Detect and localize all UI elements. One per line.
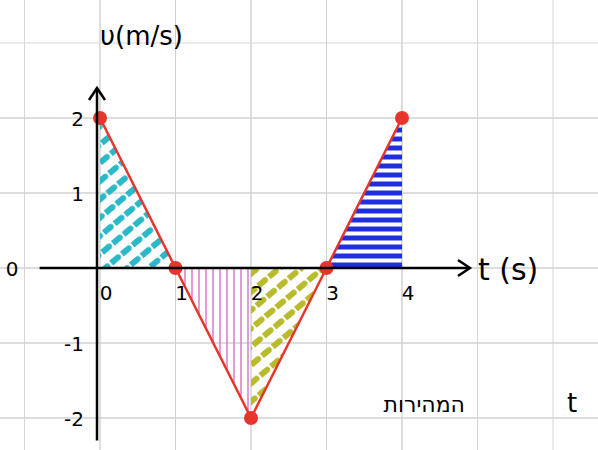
paper-grid xyxy=(0,0,598,450)
y-axis xyxy=(96,88,99,441)
x-tick-label: 0 xyxy=(100,281,113,305)
paper-grid-line xyxy=(0,418,598,419)
y-tick-label: -2 xyxy=(64,407,84,431)
y-tick-label: 2 xyxy=(71,107,84,131)
point xyxy=(395,111,409,125)
paper-grid-line xyxy=(24,0,25,450)
y-tick-label: 0 xyxy=(6,257,19,281)
grid-line-y xyxy=(0,118,598,119)
x-tick-label: 2 xyxy=(251,281,264,305)
x-tick-label: 1 xyxy=(175,281,188,305)
grid-line-y xyxy=(0,418,598,419)
paper-grid-line xyxy=(326,0,327,450)
grid-line-x xyxy=(175,0,176,450)
point xyxy=(93,111,107,125)
grid-line-y xyxy=(0,193,598,194)
y-tick-label: -1 xyxy=(64,332,84,356)
chart: 0 1 2 3 4 -2 -1 0 1 2 υ(m/s) t (s) המהירות t xyxy=(0,0,598,450)
annotation: t xyxy=(567,388,577,418)
paper-grid-line xyxy=(553,0,554,450)
paper-grid-line xyxy=(0,193,598,194)
x-axis-title: t (s) xyxy=(478,252,538,287)
point xyxy=(244,411,258,425)
grid-line-y xyxy=(0,343,598,344)
x-axis xyxy=(40,267,470,270)
y-axis-title: υ(m/s) xyxy=(100,21,183,51)
paper-grid-line xyxy=(0,43,598,44)
x-tick-label: 3 xyxy=(326,281,339,305)
y-tick-label: 1 xyxy=(71,182,84,206)
paper-grid-line xyxy=(477,0,478,450)
paper-grid-line xyxy=(0,343,598,344)
annotation: המהירות xyxy=(384,392,465,417)
x-axis-arrow xyxy=(458,260,470,276)
paper-grid-line xyxy=(0,118,598,119)
paper-grid-line xyxy=(175,0,176,450)
grid-line-x xyxy=(326,0,327,450)
x-tick-label: 4 xyxy=(402,281,415,305)
y-axis-arrow xyxy=(89,88,105,100)
